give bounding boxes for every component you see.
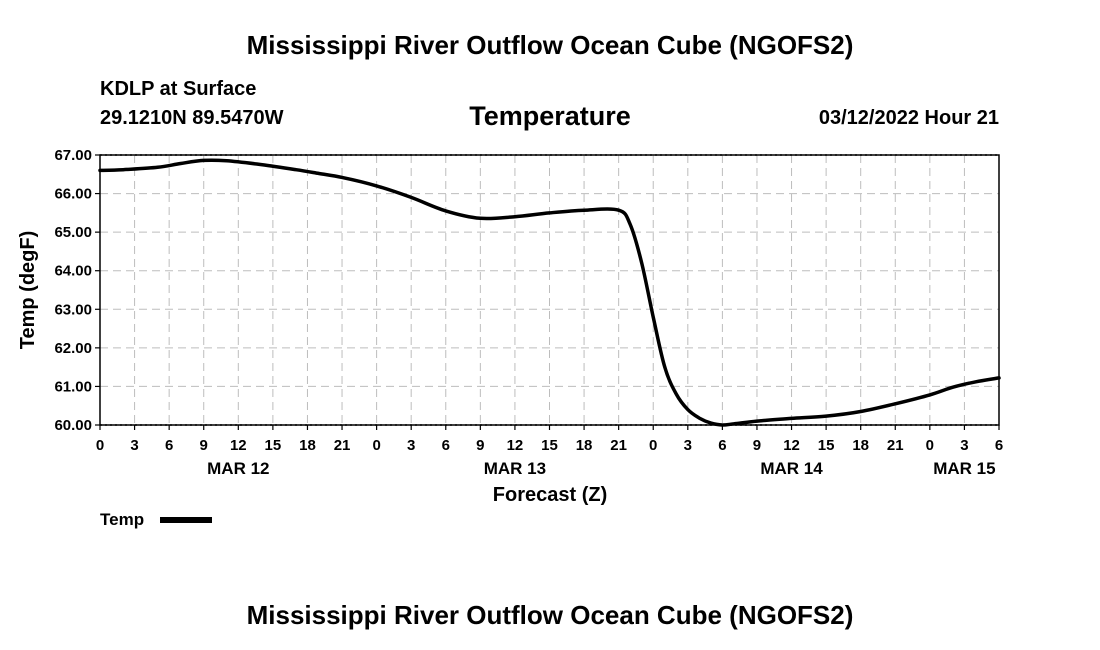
y-tick-label: 63.00 [54,301,92,318]
chart-main-title: Mississippi River Outflow Ocean Cube (NG… [247,30,854,60]
temp-data-point [583,209,585,211]
temp-data-point [295,168,297,171]
temp-data-point [341,176,343,179]
temp-data-point [929,394,931,396]
day-label: MAR 12 [207,459,269,478]
temp-data-point [640,262,643,264]
temp-data-point [122,168,124,171]
temp-data-point [687,408,689,411]
x-tick-label: 12 [783,437,800,454]
temp-data-point [179,162,182,165]
x-tick-label: 3 [960,437,968,454]
temp-data-point [260,163,263,166]
x-axis-label: Forecast (Z) [493,484,607,506]
chart-title: Temperature [469,101,631,131]
temp-data-point [825,415,827,417]
temp-data-point [225,159,228,162]
temp-data-point [710,422,712,424]
legend-label: Temp [100,510,144,529]
y-tick-label: 61.00 [54,378,92,395]
temp-data-point [156,166,159,169]
y-tick-label: 60.00 [54,417,92,434]
temp-data-point [675,393,678,395]
y-tick-label: 66.00 [54,186,92,203]
temp-data-point [663,366,666,368]
x-tick-label: 6 [165,437,173,454]
grid [99,154,1000,426]
x-tick-label: 6 [995,437,1003,454]
y-tick-label: 62.00 [54,340,92,357]
y-axis-label: Temp (degF) [17,231,39,350]
temp-data-point [859,410,862,413]
x-tick-label: 3 [684,437,692,454]
station-label: KDLP at Surface [100,78,256,100]
x-tick-label: 15 [818,437,835,454]
x-tick-label: 3 [407,437,415,454]
x-tick-label: 18 [299,437,316,454]
x-tick-label: 6 [718,437,726,454]
temp-data-point [733,423,735,425]
x-tick-label: 12 [507,437,524,454]
x-tick-label: 0 [926,437,934,454]
temp-data-point [444,210,447,212]
x-tick-label: 9 [200,437,208,454]
temp-data-point [698,417,701,419]
x-tick-label: 12 [230,437,247,454]
forecast-datetime: 03/12/2022 Hour 21 [819,107,999,129]
temp-data-point [756,420,758,422]
temp-data-point [952,386,954,389]
x-tick-label: 6 [442,437,450,454]
station-coordinates: 29.1210N 89.5470W [100,107,284,129]
temp-data-point [617,209,620,211]
temp-data-point [790,417,793,420]
x-tick-label: 21 [887,437,904,454]
legend: Temp [100,510,212,529]
day-label: MAR 13 [484,459,546,478]
x-axis-ticks: 0 3 6 9 12 15 18 21 0 3 6 9 12 15 18 21 0 3 6 9 12 15 18 21 0 3 6 [96,425,1003,454]
day-labels: MAR 12 MAR 13 MAR 14 MAR 15 [207,459,995,478]
temp-data-point [375,185,378,187]
x-tick-label: 15 [265,437,282,454]
x-tick-label: 0 [649,437,657,454]
temp-data-point [410,196,412,199]
temp-data-point [318,172,320,175]
temp-data-point [479,217,482,220]
x-tick-label: 3 [130,437,138,454]
x-tick-label: 21 [334,437,351,454]
x-tick-label: 18 [852,437,869,454]
temp-data-point [975,381,977,383]
day-label: MAR 14 [760,459,823,478]
x-tick-label: 21 [610,437,627,454]
footer-title: Mississippi River Outflow Ocean Cube (NG… [247,600,854,630]
plot-frame [99,154,1000,426]
temp-data-point [629,223,631,226]
temp-data-point [202,159,205,162]
x-tick-label: 9 [476,437,484,454]
y-tick-label: 64.00 [54,263,92,280]
x-tick-label: 18 [576,437,593,454]
temp-data-point [548,212,551,214]
x-tick-label: 0 [96,437,104,454]
x-tick-label: 9 [753,437,761,454]
x-tick-label: 15 [541,437,558,454]
y-tick-label: 65.00 [54,224,92,241]
temp-data-point [652,316,655,318]
series-layer [98,158,1001,427]
temp-data-point [894,402,897,405]
day-label: MAR 15 [933,459,995,478]
x-tick-label: 0 [372,437,380,454]
temp-data-point [514,215,516,218]
y-tick-label: 67.00 [54,147,92,164]
y-axis-ticks: 60.00 61.00 62.00 63.00 64.00 65.00 66.00 67.00 [54,147,100,434]
